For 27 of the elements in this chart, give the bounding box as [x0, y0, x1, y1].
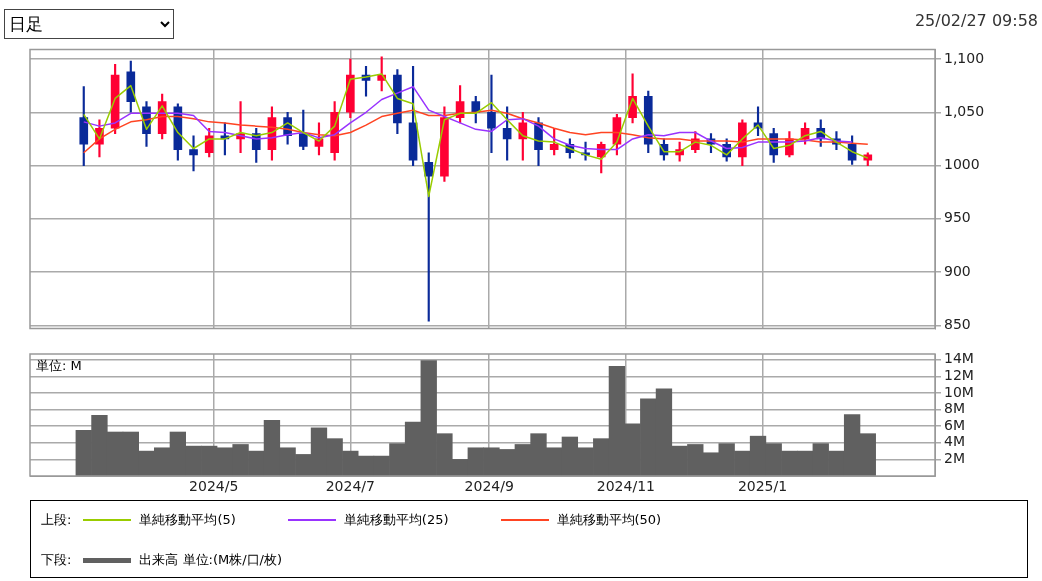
y-tick-label: 900	[944, 262, 971, 279]
legend-label: 単純移動平均(50)	[556, 511, 662, 529]
y-tick-label: 14M	[944, 350, 974, 367]
x-tick-label: 2025/1	[737, 478, 788, 495]
y-tick-label: 1,050	[944, 102, 985, 119]
legend-title: 上段:	[41, 511, 72, 529]
y-tick-label: 4M	[944, 433, 965, 450]
y-tick-label: 12M	[944, 367, 974, 384]
text: 25/02/27 09:58	[914, 11, 1038, 30]
y-tick-label: 8M	[944, 400, 965, 417]
legend-label: 単純移動平均(25)	[343, 511, 449, 529]
x-tick-label: 2024/9	[464, 478, 514, 495]
x-tick-label: 2024/5	[189, 478, 239, 495]
period-dropdown: 日足	[4, 9, 174, 39]
y-tick-label: 6M	[944, 416, 965, 433]
x-tick-label: 2024/7	[325, 478, 375, 495]
annotation: 単位: M	[36, 357, 82, 375]
y-tick-label: 850	[944, 316, 971, 333]
legend-title: 下段:	[41, 551, 72, 569]
y-tick-label: 2M	[944, 450, 965, 467]
x-tick-label: 2024/11	[596, 478, 655, 495]
y-tick-label: 10M	[944, 383, 974, 400]
y-tick-label: 1000	[944, 156, 980, 173]
y-tick-label: 1,100	[944, 49, 985, 66]
legend-label: 出来高 単位:(M株/口/枚)	[139, 551, 283, 569]
legend-label: 単純移動平均(5)	[139, 511, 236, 529]
y-tick-label: 950	[944, 209, 971, 226]
